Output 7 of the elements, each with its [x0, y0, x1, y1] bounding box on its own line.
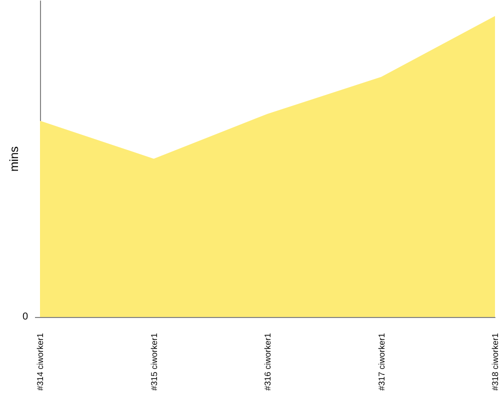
x-tick-label: #318 ciworker1	[490, 332, 500, 391]
x-tick-label: #316 ciworker1	[262, 332, 272, 391]
x-tick-label: #315 ciworker1	[148, 332, 159, 391]
y-axis-title: mins	[7, 146, 21, 172]
x-tick-label: #314 ciworker1	[35, 332, 45, 391]
x-tick-label: #317 ciworker1	[376, 332, 386, 391]
text: 0	[22, 312, 28, 322]
